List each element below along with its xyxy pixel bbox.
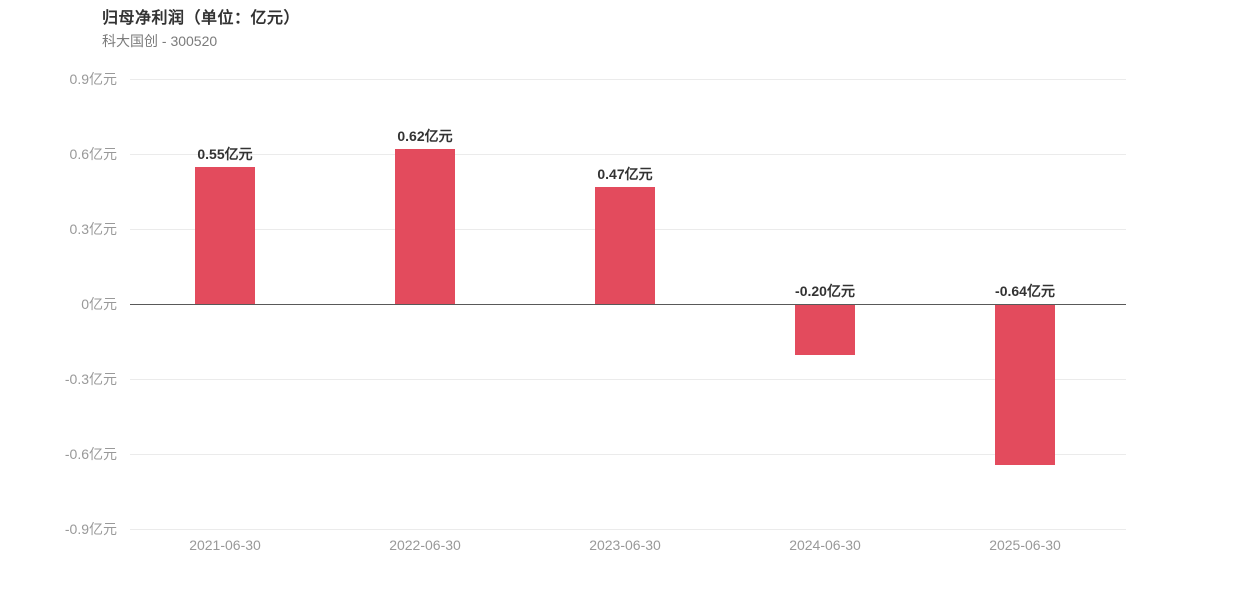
chart-title: 归母净利润（单位：亿元） — [102, 10, 301, 27]
bar-2021-06-30[interactable] — [195, 166, 255, 304]
y-axis-tick-label: -0.9亿元 — [64, 521, 117, 537]
gridline — [130, 79, 1126, 80]
bar-value-label: -0.64亿元 — [995, 283, 1055, 299]
bar-value-label: 0.55亿元 — [197, 145, 253, 162]
bar-value-label: 0.47亿元 — [597, 165, 653, 182]
bar-2025-06-30[interactable] — [995, 305, 1055, 465]
y-axis-tick-label: 0.3亿元 — [69, 221, 117, 237]
x-axis-tick-label: 2021-06-30 — [189, 537, 261, 553]
bar-value-label: -0.20亿元 — [795, 283, 855, 299]
y-axis-tick-label: -0.6亿元 — [64, 446, 117, 462]
gridline — [130, 154, 1126, 155]
gridline — [130, 379, 1126, 380]
x-axis-tick-label: 2022-06-30 — [389, 537, 461, 553]
gridline — [130, 454, 1126, 455]
x-axis-tick-label: 2025-06-30 — [989, 537, 1061, 553]
bar-2024-06-30[interactable] — [795, 305, 855, 355]
x-axis-tick-label: 2024-06-30 — [789, 537, 861, 553]
bar-2022-06-30[interactable] — [395, 149, 455, 304]
x-axis-tick-label: 2023-06-30 — [589, 537, 661, 553]
bar-2023-06-30[interactable] — [595, 186, 655, 304]
bar-value-label: 0.62亿元 — [397, 128, 453, 144]
y-axis-tick-label: 0.9亿元 — [69, 71, 117, 87]
chart-subtitle: 科大国创 - 300520 — [102, 33, 218, 49]
y-axis-tick-label: 0.6亿元 — [69, 146, 117, 162]
zero-axis-line — [130, 304, 1126, 305]
y-axis-tick-label: -0.3亿元 — [64, 371, 117, 387]
gridline — [130, 529, 1126, 530]
y-axis-tick-label: 0亿元 — [81, 296, 117, 312]
